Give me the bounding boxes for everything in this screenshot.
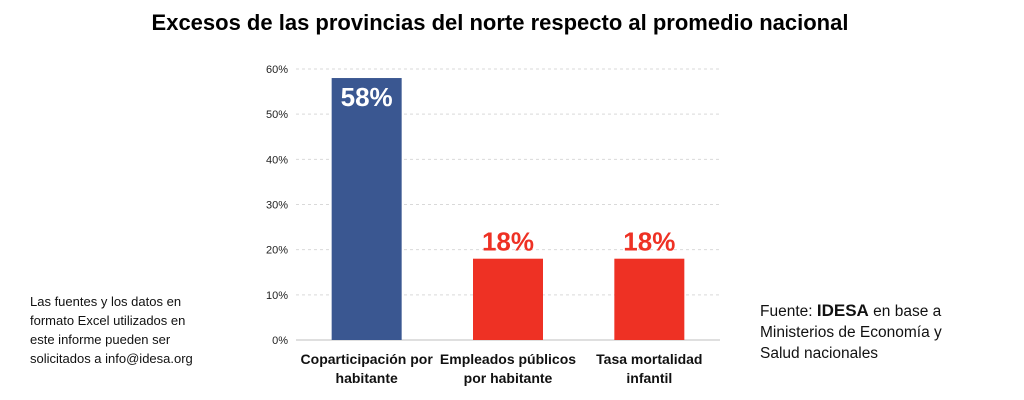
bar (614, 258, 685, 340)
source-suffix: en base a (868, 303, 942, 320)
note-line: Las fuentes y los datos en (30, 294, 182, 309)
source-org: IDESA (816, 301, 869, 320)
x-tick-label: infantil (626, 370, 672, 386)
y-tick-label: 0% (272, 335, 288, 347)
data-label: 18% (482, 227, 534, 257)
y-tick-label: 60% (266, 64, 288, 76)
x-tick-label: por habitante (464, 370, 553, 386)
note-line: formato Excel utilizados en (30, 313, 186, 328)
source-note: Fuente: IDESA en base a Ministerios de E… (760, 300, 1000, 364)
y-axis-ticks: 0% 10% 20% 30% 40% 50% 60% (266, 64, 288, 347)
bar (473, 258, 543, 340)
y-tick-label: 20% (266, 245, 288, 257)
chart-title: Excesos de las provincias del norte resp… (151, 10, 849, 35)
x-tick-label: Tasa mortalidad (596, 351, 702, 367)
source-line: Fuente: IDESA en base a (760, 300, 1000, 322)
x-tick-label: Coparticipación por (301, 351, 434, 367)
data-availability-note: Las fuentes y los datos en formato Excel… (30, 292, 230, 368)
data-label: 58% (341, 82, 393, 112)
source-prefix: Fuente: (760, 303, 817, 320)
y-tick-label: 30% (266, 200, 288, 212)
x-tick-label: Empleados públicos (440, 351, 576, 367)
data-labels: 58% 18% 18% (341, 82, 676, 257)
note-line: solicitados a info@idesa.org (30, 351, 193, 366)
x-tick-label: habitante (336, 370, 398, 386)
note-line: este informe pueden ser (30, 332, 171, 347)
x-axis-ticks: Coparticipación por habitante Empleados pú… (301, 351, 703, 386)
y-tick-label: 40% (266, 154, 288, 166)
y-tick-label: 50% (266, 109, 288, 121)
data-label: 18% (623, 227, 675, 257)
bar (331, 78, 402, 341)
source-line: Salud nacionales (760, 345, 879, 362)
y-tick-label: 10% (266, 290, 288, 302)
source-line: Ministerios de Economía y (760, 324, 942, 341)
bars (331, 78, 685, 341)
